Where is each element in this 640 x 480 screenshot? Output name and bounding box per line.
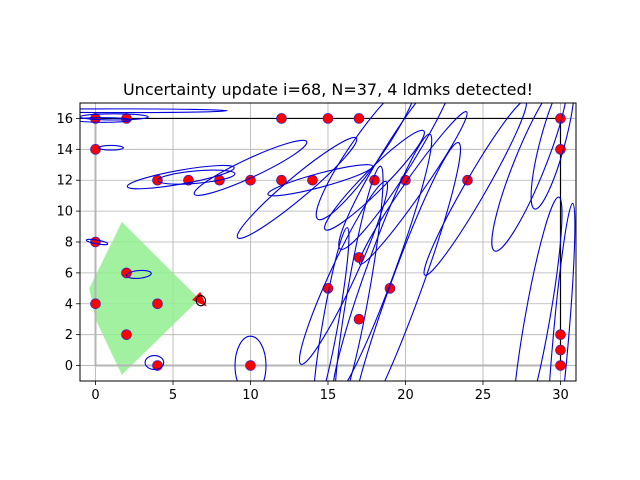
landmark-point — [307, 174, 318, 186]
x-tick-label: 5 — [169, 388, 177, 403]
uncertainty-ellipse — [80, 113, 149, 121]
uncertainty-ellipse — [334, 165, 384, 381]
y-tick-label: 0 — [65, 359, 73, 374]
uncertainty-ellipse — [312, 227, 350, 381]
landmark-point — [555, 360, 566, 371]
uncertainty-ellipse — [545, 202, 576, 381]
uncertainty-ellipse — [193, 139, 308, 196]
uncertainty-ellipse — [85, 238, 109, 246]
plot-area: 0 5 10 15 20 25 30 0 2 4 6 8 10 12 14 16 — [56, 102, 577, 403]
robot-marker — [192, 291, 207, 307]
landmark-point — [152, 298, 163, 310]
x-tick-label: 15 — [320, 388, 337, 403]
y-tick-label: 12 — [56, 174, 73, 189]
chart-title: Uncertainty update i=68, N=37, 4 ldmks d… — [123, 80, 533, 99]
landmark-point — [555, 344, 566, 356]
uncertainty-ellipse — [98, 144, 124, 151]
uncertainty-ellipse — [349, 142, 462, 381]
uncertainty-ellipse — [298, 180, 389, 365]
uncertainty-ellipse — [234, 335, 267, 381]
x-tick-label: 20 — [397, 388, 414, 403]
y-tick-label: 8 — [65, 236, 73, 251]
landmark-point — [353, 313, 365, 325]
uncertainty-ellipse — [125, 269, 152, 279]
x-tick-label: 10 — [242, 388, 259, 403]
y-tick-label: 4 — [65, 297, 73, 312]
uncertainty-ellipse — [511, 196, 563, 381]
x-tick-label: 0 — [91, 388, 99, 403]
plot-content — [80, 103, 576, 381]
x-axis: 0 5 10 15 20 25 30 — [91, 381, 569, 403]
landmark-point — [276, 113, 287, 124]
robot-uncertainty-ellipse — [195, 295, 207, 307]
y-tick-label: 2 — [65, 328, 73, 343]
landmark-point — [90, 144, 101, 155]
landmark-point — [90, 298, 101, 310]
y-tick-label: 14 — [56, 143, 73, 158]
field-of-view-region — [89, 221, 200, 375]
x-tick-label: 30 — [552, 388, 569, 403]
uncertainty-ellipse — [80, 108, 228, 114]
uncertainty-ellipse — [144, 354, 165, 370]
uncertainty-ellipse — [157, 169, 236, 185]
y-tick-label: 16 — [56, 112, 73, 127]
landmark-point — [121, 267, 132, 279]
x-tick-label: 25 — [475, 388, 492, 403]
landmark-point — [90, 236, 101, 248]
y-tick-label: 10 — [56, 205, 73, 220]
y-axis: 0 2 4 6 8 10 12 14 16 — [56, 112, 80, 374]
uncertainty-ellipse — [324, 129, 425, 231]
uncertainty-ellipse — [338, 103, 458, 250]
uncertainty-ellipse — [530, 103, 575, 210]
uncertainty-ellipse — [423, 103, 528, 276]
y-tick-label: 6 — [65, 266, 73, 281]
landmark-point — [322, 113, 334, 124]
uncertainty-ellipse — [491, 103, 568, 252]
landmark-point — [555, 329, 566, 340]
landmark-point — [121, 329, 132, 340]
robot-pose — [192, 291, 207, 307]
landmark-point — [245, 360, 256, 371]
landmark-point — [353, 113, 365, 124]
